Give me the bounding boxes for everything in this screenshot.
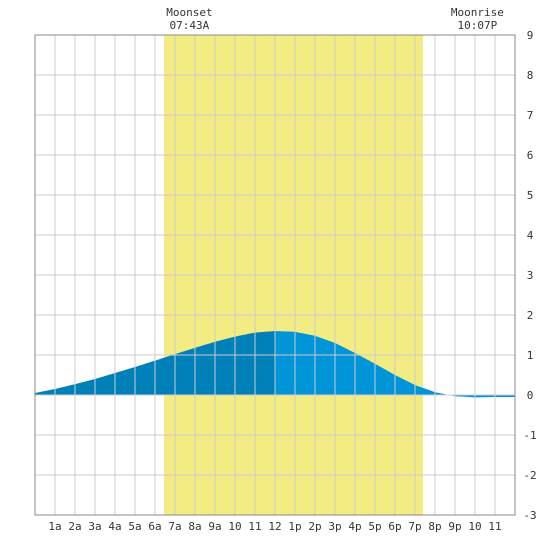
y-tick-label: 6 (527, 149, 534, 162)
y-tick-label: 7 (527, 109, 534, 122)
x-tick-label: 6a (148, 520, 161, 533)
x-tick-label: 11 (248, 520, 261, 533)
x-tick-label: 3p (328, 520, 341, 533)
x-tick-label: 7a (168, 520, 181, 533)
x-tick-label: 2p (308, 520, 321, 533)
y-tick-label: 3 (527, 269, 534, 282)
x-tick-label: 8p (428, 520, 441, 533)
plot-frame (34, 34, 516, 516)
y-tick-label: 5 (527, 189, 534, 202)
x-tick-label: 1a (48, 520, 61, 533)
moonrise-label: Moonrise (451, 6, 504, 19)
x-tick-label: 5a (128, 520, 141, 533)
moonrise-time: 10:07P (458, 19, 498, 32)
y-tick-label: 4 (527, 229, 534, 242)
y-tick-label: 9 (527, 29, 534, 42)
y-tick-label: -3 (523, 509, 536, 522)
y-tick-label: 0 (527, 389, 534, 402)
moonset-label: Moonset (166, 6, 212, 19)
x-tick-label: 12 (268, 520, 281, 533)
x-tick-label: 2a (68, 520, 81, 533)
y-tick-label: -1 (523, 429, 536, 442)
x-tick-label: 1p (288, 520, 301, 533)
x-tick-label: 5p (368, 520, 381, 533)
x-tick-label: 9a (208, 520, 221, 533)
x-tick-label: 11 (488, 520, 501, 533)
x-tick-label: 3a (88, 520, 101, 533)
x-tick-label: 10 (228, 520, 241, 533)
y-tick-label: -2 (523, 469, 536, 482)
x-tick-label: 4a (108, 520, 121, 533)
x-tick-label: 6p (388, 520, 401, 533)
x-tick-label: 9p (448, 520, 461, 533)
x-tick-label: 7p (408, 520, 421, 533)
x-tick-label: 8a (188, 520, 201, 533)
moonset-time: 07:43A (170, 19, 210, 32)
x-tick-label: 10 (468, 520, 481, 533)
y-tick-label: 2 (527, 309, 534, 322)
x-tick-label: 4p (348, 520, 361, 533)
y-tick-label: 8 (527, 69, 534, 82)
y-tick-label: 1 (527, 349, 534, 362)
